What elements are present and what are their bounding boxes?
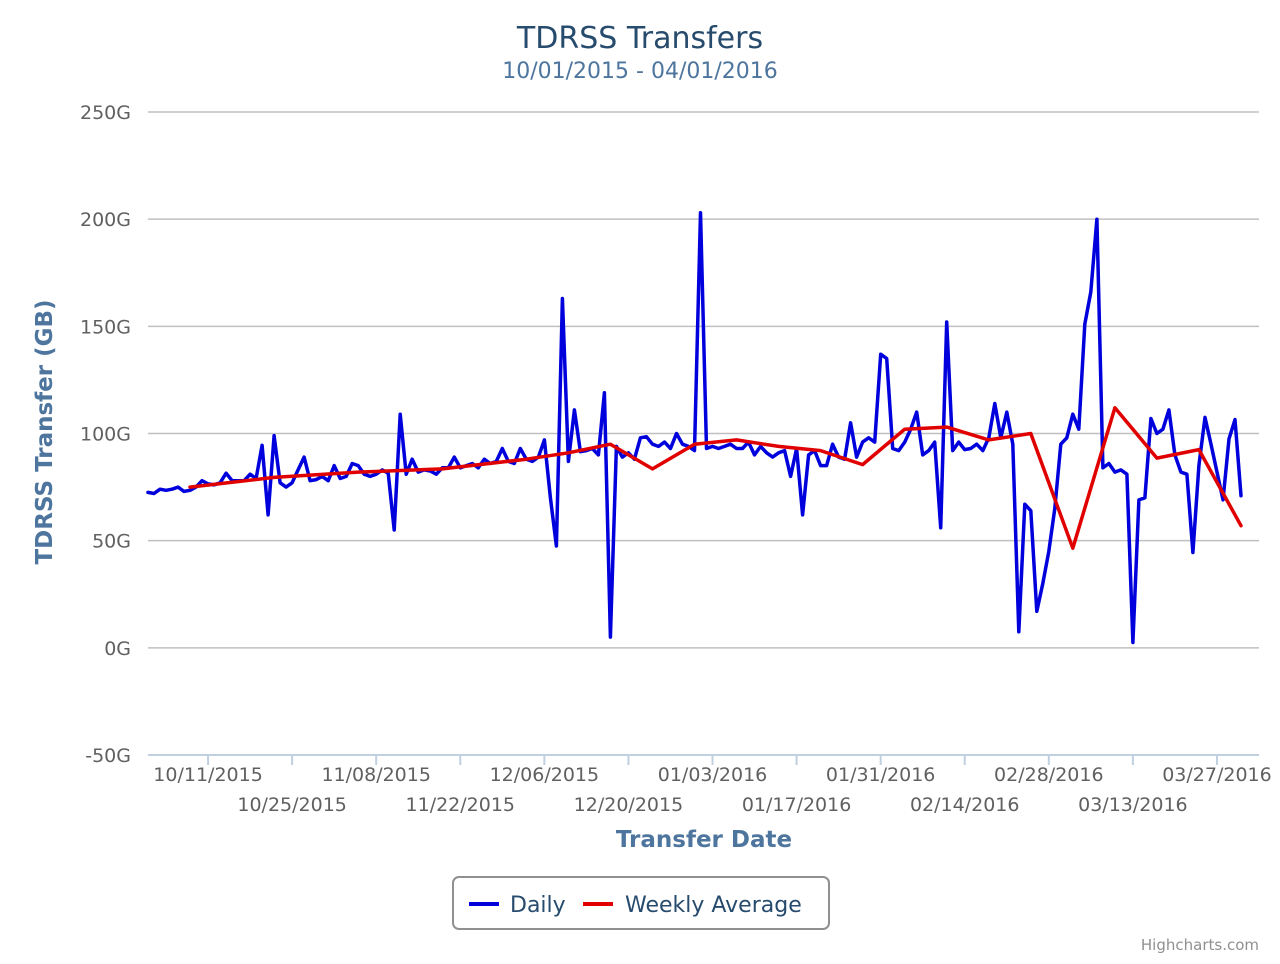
- x-tick-label: 11/08/2015: [321, 764, 431, 786]
- y-tick-label: 150G: [80, 316, 131, 338]
- x-tick-label: 03/27/2016: [1162, 764, 1272, 786]
- x-tick-label: 10/25/2015: [237, 794, 347, 816]
- x-tick-label: 03/13/2016: [1078, 794, 1188, 816]
- legend-daily-label: Daily: [510, 893, 566, 918]
- y-tick-label: 100G: [80, 424, 131, 446]
- x-axis-title: Transfer Date: [616, 827, 792, 853]
- x-tick-label: 01/17/2016: [742, 794, 852, 816]
- legend-item-weekly-average[interactable]: Weekly Average: [583, 893, 802, 918]
- y-tick-label: 200G: [80, 209, 131, 231]
- x-tick-label: 02/28/2016: [994, 764, 1104, 786]
- y-tick-label: 250G: [80, 102, 131, 124]
- credits-link[interactable]: Highcharts.com: [1141, 936, 1259, 954]
- x-tick-label: 11/22/2015: [406, 794, 516, 816]
- x-tick-label: 10/11/2015: [153, 764, 263, 786]
- x-tick-label: 01/31/2016: [826, 764, 936, 786]
- y-tick-label: 50G: [92, 531, 131, 553]
- legend-weekly-average-label: Weekly Average: [625, 893, 802, 918]
- chart-title: TDRSS Transfers: [516, 21, 763, 56]
- y-tick-label: 0G: [104, 638, 131, 660]
- x-tick-label: 01/03/2016: [658, 764, 768, 786]
- axis-layer: 250G 200G 150G 100G 50G 0G -50G 10/11/2015 10/25…: [80, 102, 1272, 816]
- legend-item-daily[interactable]: Daily: [469, 893, 566, 918]
- chart-subtitle: 10/01/2015 - 04/01/2016: [502, 59, 778, 84]
- series-layer: [146, 210, 1243, 645]
- x-tick-label: 12/06/2015: [490, 764, 600, 786]
- x-tick-label: 02/14/2016: [910, 794, 1020, 816]
- y-tick-label: -50G: [85, 745, 131, 767]
- legend: Daily Weekly Average: [452, 876, 830, 930]
- y-axis-title: TDRSS Transfer (GB): [32, 299, 58, 564]
- legend-box: [452, 876, 830, 930]
- series-line-daily[interactable]: [146, 210, 1243, 645]
- x-tick-label: 12/20/2015: [574, 794, 684, 816]
- series-line-weekly-average[interactable]: [188, 406, 1243, 550]
